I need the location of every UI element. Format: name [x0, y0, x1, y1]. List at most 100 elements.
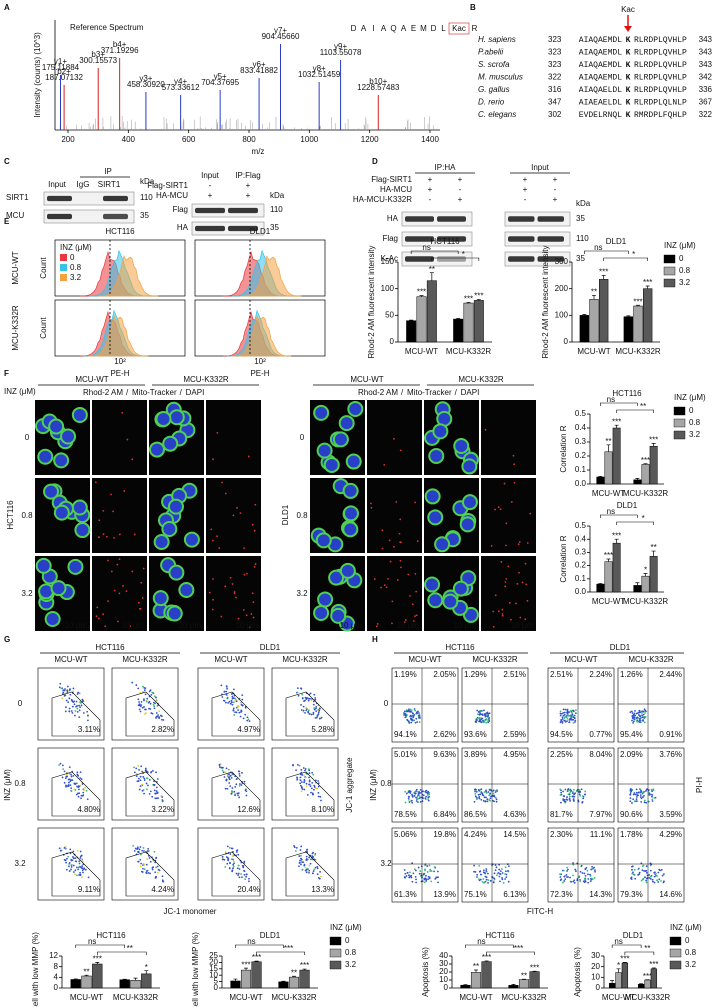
error-bar: [643, 573, 648, 577]
error-bar: [466, 302, 471, 304]
cell-dot: [300, 790, 303, 793]
significance: ***: [649, 436, 658, 445]
plot-frame: [617, 667, 685, 743]
cell-dot: [316, 709, 319, 712]
y-tick-label: 15: [209, 964, 218, 973]
cell-dot: [138, 701, 140, 703]
bar: [650, 968, 658, 989]
cell-dot: [476, 713, 479, 716]
cell-dot: [563, 713, 566, 716]
cell-dot: [476, 719, 478, 721]
sequence-residue: A: [361, 24, 367, 33]
cell-dot: [648, 794, 651, 796]
cell: [323, 456, 340, 473]
bracket: [465, 944, 514, 948]
signal: [403, 621, 406, 624]
cell-dot: [225, 685, 228, 688]
x-tick-label: MCU-WT: [70, 993, 103, 1002]
band: [405, 216, 434, 222]
cell-dot: [232, 865, 235, 868]
cell-dot: [489, 789, 492, 792]
cell-dot: [77, 775, 80, 777]
column-title: DLD1: [250, 227, 271, 236]
cell-dot: [74, 873, 76, 876]
cell-dot: [645, 788, 648, 791]
signal: [513, 481, 516, 484]
cell: [153, 533, 170, 550]
cell-dot: [413, 708, 416, 710]
bar: [141, 973, 152, 989]
cell-dot: [406, 719, 409, 722]
percent-label: 13.3%: [311, 885, 334, 894]
cell-dot: [135, 767, 138, 770]
band: [103, 213, 128, 220]
lane-label: Input: [48, 180, 67, 189]
signal: [233, 592, 236, 595]
cell-dot: [61, 776, 64, 779]
quadrant-percent: 78.5%: [394, 810, 417, 819]
error-bar: [606, 558, 611, 562]
bar: [119, 979, 130, 989]
lane-label: SIRT1: [98, 180, 121, 189]
cell-dot: [488, 799, 491, 801]
cell-dot: [410, 721, 413, 724]
cell-dot: [152, 703, 155, 706]
cell-dot: [226, 845, 229, 848]
bracket-label: ns: [614, 937, 622, 946]
cell-dot: [73, 782, 76, 785]
cell-dot: [63, 859, 66, 861]
cell-dot: [479, 873, 482, 876]
cell-dot: [504, 866, 507, 869]
y-tick-label: 100: [381, 284, 395, 293]
cell-dot: [312, 711, 315, 714]
y-tick-label: 0: [214, 983, 219, 992]
cell-dot: [476, 876, 478, 878]
cell-dot: [237, 872, 240, 875]
cell-dot: [65, 784, 67, 787]
cell-dot: [586, 869, 589, 872]
cell-dot: [139, 710, 142, 713]
error-bar: [639, 983, 644, 985]
start: 322: [548, 73, 562, 82]
cell-dot: [631, 715, 634, 717]
dose-label: 0.8: [21, 511, 33, 520]
legend-swatch: [329, 960, 342, 970]
legend-swatch: [669, 936, 682, 946]
cell-dot: [135, 684, 138, 686]
peak-mz: 175.11884: [42, 63, 80, 72]
cell-dot: [304, 866, 307, 869]
signal: [131, 570, 134, 573]
cell-dot: [568, 721, 571, 724]
cell-dot: [149, 708, 152, 710]
cell-dot: [406, 792, 408, 795]
legend-swatch: [60, 274, 67, 281]
quadrant-percent: 72.3%: [550, 890, 573, 899]
cell-dot: [489, 792, 492, 795]
cell-dot: [144, 767, 147, 770]
cell-dot: [313, 786, 316, 788]
cell-dot: [562, 712, 565, 714]
significance: *: [644, 566, 647, 575]
cell-dot: [225, 779, 228, 782]
cell-dot: [309, 862, 312, 865]
cell-dot: [573, 800, 575, 802]
y-tick-label: 0: [596, 983, 601, 992]
band: [508, 256, 535, 262]
cell-dot: [141, 706, 144, 709]
cell: [316, 442, 333, 459]
cell-dot: [594, 869, 596, 872]
bar: [416, 296, 427, 343]
cell-dot: [298, 865, 300, 868]
size-label: 35: [576, 254, 585, 263]
cell-dot: [229, 853, 232, 855]
bracket-label: **: [640, 402, 646, 411]
cell-dot: [473, 870, 475, 873]
signal: [484, 428, 487, 431]
cell-dot: [498, 868, 501, 871]
cell-dot: [501, 868, 503, 870]
quadrant-percent: 4.95%: [503, 750, 526, 759]
error-bar: [144, 970, 149, 974]
dose-label: 0: [384, 699, 389, 708]
cell-dot: [474, 792, 477, 795]
quadrant-percent: 3.89%: [464, 750, 487, 759]
